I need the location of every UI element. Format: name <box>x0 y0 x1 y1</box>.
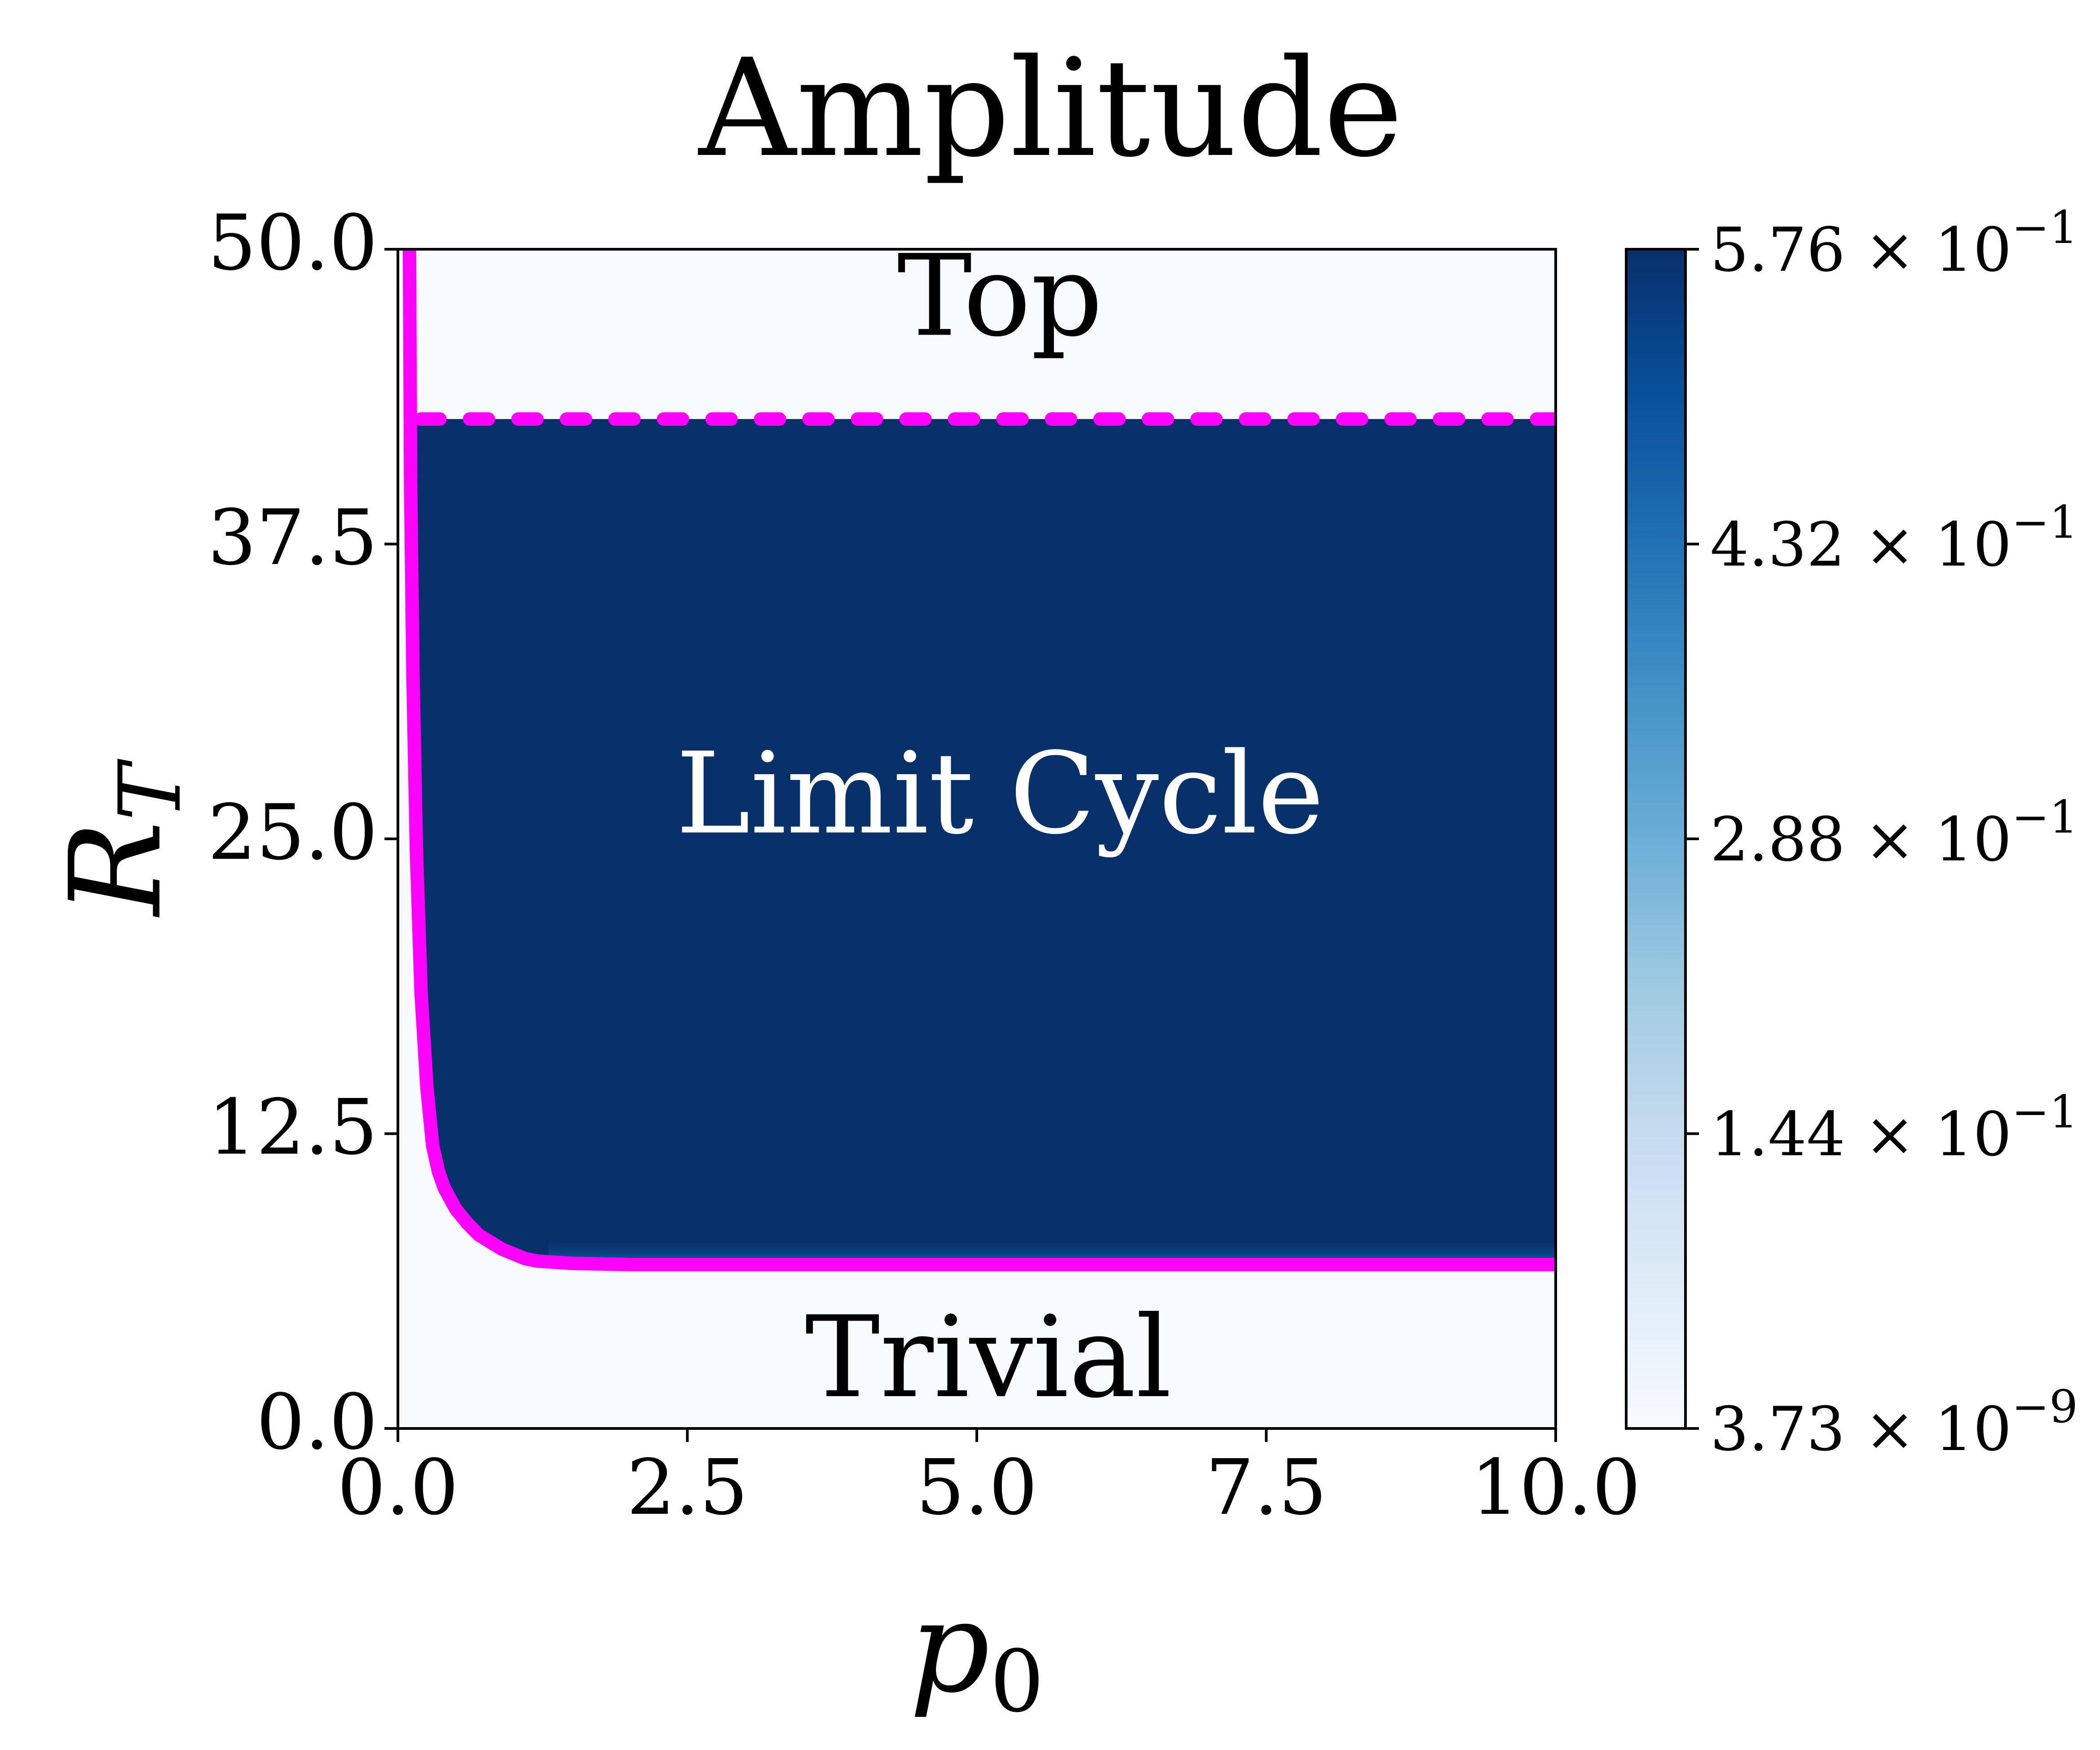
x-tick-label: 10.0 <box>1471 1443 1641 1532</box>
y-tick-label: 12.5 <box>207 1083 378 1172</box>
x-tick-label: 7.5 <box>1205 1443 1327 1532</box>
heatmap-plot-area <box>398 249 1556 1428</box>
region-label-top: Top <box>897 231 1103 361</box>
limit-cycle-lower-edge <box>548 1236 1556 1265</box>
colorbar-ticks: 3.73 × 10−9 1.44 × 10−1 2.88 × 10−1 4.32 × … <box>1685 201 2078 1464</box>
y-tick-label: 0.0 <box>256 1378 378 1467</box>
region-labels: Top Limit Cycle Trivial <box>676 231 1324 1423</box>
y-axis-ticks: 0.0 12.5 25.0 37.5 50.0 <box>207 198 398 1467</box>
x-axis-ticks: 0.0 2.5 5.0 7.5 10.0 <box>337 1428 1641 1532</box>
y-tick-label: 50.0 <box>207 198 378 287</box>
x-tick-label: 0.0 <box>337 1443 459 1532</box>
region-label-limit-cycle: Limit Cycle <box>676 728 1324 859</box>
colorbar-tick-label: 1.44 × 10−1 <box>1710 1086 2078 1170</box>
limit-cycle-boundary-line <box>402 249 1556 1271</box>
x-tick-label: 2.5 <box>626 1443 748 1532</box>
x-axis-label: p0 <box>909 1574 1044 1731</box>
y-tick-label: 25.0 <box>207 788 378 877</box>
boundary-lines <box>402 249 1556 1271</box>
colorbar <box>1625 248 1687 1430</box>
colorbar-tick-label: 2.88 × 10−1 <box>1710 791 2078 875</box>
colorbar-tick-label: 5.76 × 10−1 <box>1710 201 2078 285</box>
y-axis-label: RT <box>43 758 200 917</box>
colorbar-tick-label: 3.73 × 10−9 <box>1710 1380 2078 1464</box>
limit-cycle-region <box>409 419 1556 1265</box>
chart-title: Amplitude <box>697 30 1403 187</box>
region-label-trivial: Trivial <box>805 1292 1172 1423</box>
y-tick-label: 37.5 <box>207 494 378 582</box>
x-tick-label: 5.0 <box>916 1443 1037 1532</box>
colorbar-tick-label: 4.32 × 10−1 <box>1710 496 2078 580</box>
